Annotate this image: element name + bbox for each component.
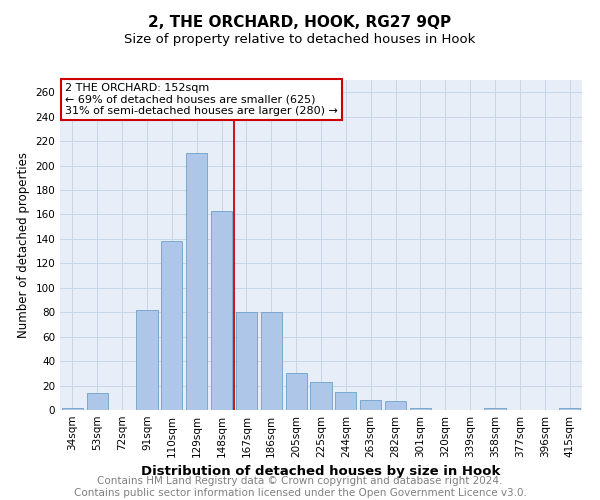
Bar — [236, 312, 257, 410]
Text: 2, THE ORCHARD, HOOK, RG27 9QP: 2, THE ORCHARD, HOOK, RG27 9QP — [148, 15, 452, 30]
Bar — [87, 393, 108, 410]
Bar — [186, 154, 207, 410]
Bar — [261, 312, 282, 410]
Text: Contains HM Land Registry data © Crown copyright and database right 2024.
Contai: Contains HM Land Registry data © Crown c… — [74, 476, 526, 498]
X-axis label: Distribution of detached houses by size in Hook: Distribution of detached houses by size … — [142, 466, 500, 478]
Bar — [559, 408, 580, 410]
Bar — [136, 310, 158, 410]
Bar — [286, 374, 307, 410]
Text: Size of property relative to detached houses in Hook: Size of property relative to detached ho… — [124, 32, 476, 46]
Bar — [161, 242, 182, 410]
Y-axis label: Number of detached properties: Number of detached properties — [17, 152, 30, 338]
Bar — [385, 402, 406, 410]
Bar — [310, 382, 332, 410]
Text: 2 THE ORCHARD: 152sqm
← 69% of detached houses are smaller (625)
31% of semi-det: 2 THE ORCHARD: 152sqm ← 69% of detached … — [65, 84, 338, 116]
Bar — [484, 408, 506, 410]
Bar — [335, 392, 356, 410]
Bar — [62, 408, 83, 410]
Bar — [211, 211, 232, 410]
Bar — [360, 400, 381, 410]
Bar — [410, 408, 431, 410]
